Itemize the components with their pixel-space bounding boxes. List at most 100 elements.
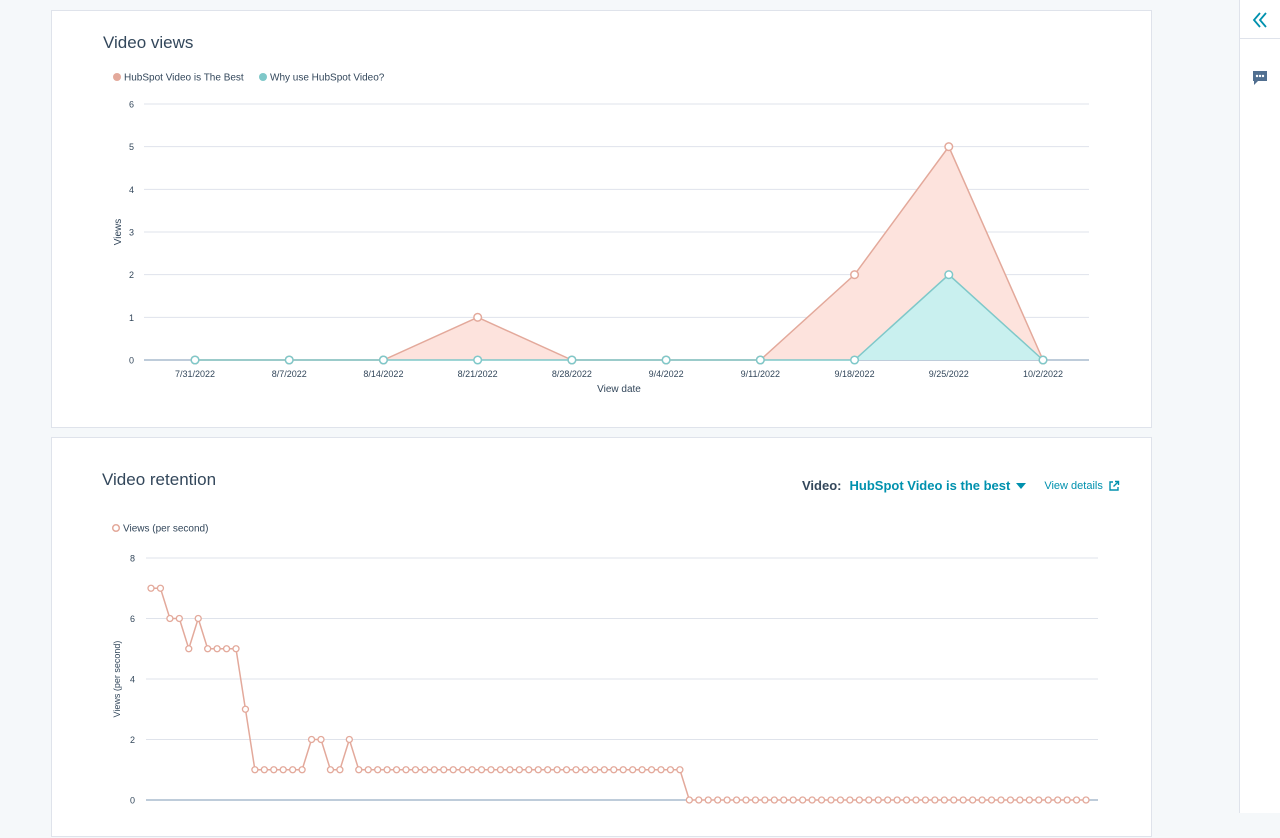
video-retention-title: Video retention — [102, 470, 217, 489]
data-point-retention — [147, 584, 155, 592]
y-tick-label: 6 — [130, 614, 135, 624]
area-series-2 — [195, 274, 1043, 360]
data-point-retention — [194, 614, 202, 623]
data-point-retention — [383, 766, 391, 774]
data-point-retention — [865, 796, 873, 804]
data-point-retention — [799, 796, 807, 804]
data-point-series-2 — [755, 355, 765, 365]
data-point-retention — [761, 796, 769, 804]
data-point-retention — [950, 796, 958, 804]
data-point-retention — [921, 796, 930, 804]
data-point-retention — [525, 766, 533, 774]
data-point-retention — [969, 796, 977, 804]
x-tick-label: 9/4/2022 — [649, 369, 684, 379]
data-point-retention — [374, 766, 382, 774]
legend-label-retention: Views (per second) — [123, 524, 208, 535]
y-tick-label: 1 — [129, 313, 134, 323]
data-point-retention — [289, 766, 297, 774]
video-selector: Video: HubSpot Video is the best View de… — [802, 478, 1120, 493]
data-point-series-2 — [944, 270, 954, 280]
data-point-retention — [307, 735, 316, 744]
video-select-label: Video: — [802, 478, 842, 493]
data-point-retention — [1006, 796, 1015, 804]
view-details-label: View details — [1044, 479, 1103, 492]
right-sidebar — [1239, 0, 1280, 813]
data-point-retention — [638, 766, 646, 774]
data-point-retention — [496, 766, 505, 774]
data-point-retention — [430, 766, 438, 774]
data-point-retention — [855, 796, 863, 804]
x-tick-label: 8/28/2022 — [552, 369, 592, 379]
data-point-retention — [997, 796, 1005, 804]
data-point-retention — [619, 766, 627, 774]
data-point-retention — [421, 766, 429, 774]
legend-marker-1 — [113, 73, 121, 81]
data-point-retention — [534, 766, 542, 774]
data-point-retention — [751, 796, 760, 804]
y-axis-title: Views — [113, 219, 124, 246]
data-point-retention — [704, 796, 712, 804]
data-point-retention — [780, 796, 788, 804]
data-point-retention — [1044, 796, 1052, 804]
x-tick-label: 10/2/2022 — [1023, 369, 1063, 379]
data-point-retention — [459, 766, 467, 774]
data-point-retention — [544, 766, 552, 774]
data-point-retention — [827, 796, 835, 804]
data-point-series-2 — [661, 355, 671, 365]
double-chevron-left-icon[interactable] — [1250, 10, 1270, 30]
y-tick-label: 3 — [129, 228, 134, 238]
data-point-retention — [298, 766, 306, 774]
data-point-retention — [817, 796, 826, 804]
video-views-title: Video views — [103, 33, 194, 52]
data-point-retention — [912, 796, 920, 804]
y-tick-label: 4 — [129, 185, 134, 195]
data-point-retention — [355, 766, 363, 774]
y-tick-label: 4 — [130, 675, 135, 685]
data-point-retention — [487, 766, 495, 774]
data-point-retention — [402, 766, 410, 774]
x-tick-label: 9/25/2022 — [929, 369, 969, 379]
data-point-retention — [345, 735, 353, 744]
data-point-series-2 — [473, 355, 483, 365]
area-series-1 — [195, 146, 1043, 360]
data-point-retention — [931, 796, 939, 804]
data-point-retention — [610, 766, 618, 774]
data-point-retention — [222, 645, 231, 653]
y-tick-label: 0 — [129, 356, 134, 366]
view-details-link[interactable]: View details — [1044, 480, 1120, 492]
data-point-series-2 — [567, 355, 577, 365]
data-point-retention — [364, 766, 372, 774]
data-point-retention — [893, 796, 901, 804]
data-point-retention — [742, 796, 750, 804]
data-point-retention — [836, 796, 845, 804]
chat-bubble-icon[interactable] — [1250, 68, 1270, 88]
data-point-retention — [156, 584, 165, 592]
data-point-retention — [449, 766, 457, 774]
data-point-retention — [506, 766, 514, 774]
data-point-retention — [279, 766, 287, 774]
legend-marker-retention — [111, 523, 121, 533]
data-point-retention — [884, 796, 892, 804]
data-point-retention — [213, 645, 221, 653]
data-point-retention — [987, 796, 996, 804]
data-point-series-1 — [473, 312, 483, 322]
data-point-retention — [732, 796, 741, 804]
data-point-retention — [666, 766, 675, 774]
data-point-retention — [940, 796, 948, 804]
data-point-series-2 — [284, 355, 294, 365]
data-point-retention — [581, 766, 590, 774]
caret-down-icon — [1016, 482, 1027, 489]
y-tick-label: 8 — [130, 554, 135, 564]
video-dropdown[interactable]: HubSpot Video is the best — [850, 478, 1027, 493]
video-views-card: Video views HubSpot Video is The Best Why… — [51, 10, 1152, 428]
y-tick-label: 2 — [130, 735, 135, 745]
data-point-retention — [1072, 796, 1081, 804]
data-point-retention — [1082, 796, 1090, 804]
data-point-retention — [647, 766, 656, 774]
data-point-retention — [251, 766, 259, 774]
legend-marker-2 — [259, 73, 267, 81]
line-series-retention — [151, 587, 1086, 801]
data-point-retention — [657, 766, 665, 774]
data-point-retention — [336, 766, 344, 774]
x-tick-label: 8/21/2022 — [458, 369, 498, 379]
